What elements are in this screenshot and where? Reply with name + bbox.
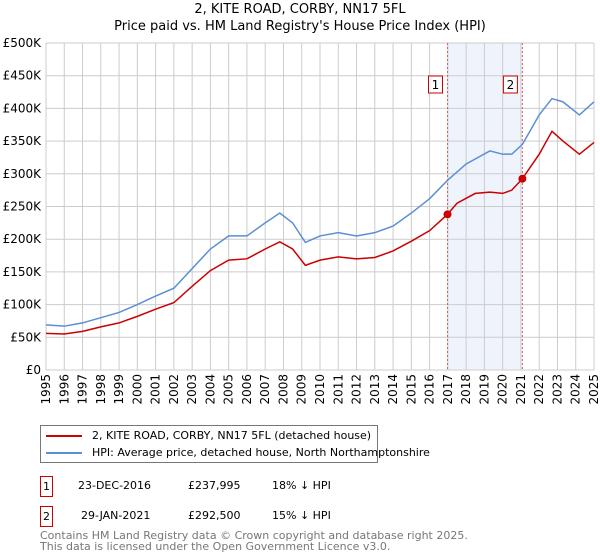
x-tick-label: 2004 [203,374,217,405]
x-tick-label: 2013 [368,374,382,405]
footer: Contains HM Land Registry data © Crown c… [40,530,468,552]
sale-label: 2 [507,78,515,92]
y-tick-label: £150K [3,265,43,279]
x-tick-label: 2011 [331,374,345,405]
y-tick-label: £0 [26,363,41,377]
sale-label-box [428,75,444,94]
x-tick-label: 2025 [587,374,600,405]
sale-label-box [502,75,518,94]
x-tick-label: 2006 [240,374,254,405]
x-tick-label: 2024 [569,374,583,405]
chart-subtitle: Price paid vs. HM Land Registry's House … [114,19,486,34]
x-tick-label: 1996 [57,374,71,405]
x-tick-label: 2007 [258,374,272,405]
property-price-line [45,130,595,335]
y-tick-label: £200K [3,232,43,246]
x-tick-label: 2010 [313,374,327,405]
x-tick-label: 2009 [295,374,309,405]
x-tick-label: 2012 [350,374,364,405]
sale-point [518,174,527,183]
legend-property: 2, KITE ROAD, CORBY, NN17 5FL (detached … [92,429,372,442]
hpi-line [45,97,595,327]
transaction-hpi: 18% ↓ HPI [272,479,331,492]
x-tick-label: 2000 [130,374,144,405]
transaction-badge: 2 [40,506,53,527]
x-tick-label: 2003 [185,374,199,405]
y-tick-label: £250K [3,200,43,214]
footer-line: Contains HM Land Registry data © Crown c… [40,529,468,542]
x-tick-label: 1995 [39,374,53,405]
footer-line: This data is licensed under the Open Gov… [40,540,391,553]
transaction-badge: 1 [40,476,53,497]
transaction-date: 23-DEC-2016 [78,479,152,492]
x-tick-label: 1998 [94,374,108,405]
x-tick-label: 2015 [404,374,418,405]
legend-red-line [46,434,82,437]
legend: 2, KITE ROAD, CORBY, NN17 5FL (detached … [40,425,430,463]
y-tick-label: £300K [3,167,43,181]
transaction-price: £237,995 [188,479,241,492]
transaction-price: £292,500 [188,509,241,522]
y-tick-label: £400K [3,101,43,115]
x-tick-label: 2019 [477,374,491,405]
x-tick-label: 2017 [441,374,455,405]
x-tick-label: 2022 [532,374,546,405]
y-tick-label: £100K [3,298,43,312]
chart-title: 2, KITE ROAD, CORBY, NN17 5FL [194,2,406,17]
transaction-hpi: 15% ↓ HPI [272,509,331,522]
x-tick-label: 2021 [514,374,528,405]
sale-point [443,210,452,219]
x-tick-label: 2014 [386,374,400,405]
y-tick-label: £350K [3,134,43,148]
y-tick-label: £50K [10,330,42,344]
price-chart: 1995 1996 1997 1998 1999 2000 2001 2002 2003 2004… [3,36,600,405]
sale-label: 1 [432,78,440,92]
x-tick-label: 2016 [423,374,437,405]
y-tick-label: £500K [3,36,43,50]
transaction-date: 29-JAN-2021 [81,509,151,522]
x-tick-label: 2023 [550,374,564,405]
legend-hpi: HPI: Average price, detached house, Nort… [92,446,430,459]
x-tick-label: 2020 [496,374,510,405]
x-tick-label: 2001 [149,374,163,405]
x-tick-label: 2002 [167,374,181,405]
legend-blue-line [46,451,82,454]
x-tick-label: 2005 [222,374,236,405]
y-tick-label: £450K [3,69,43,83]
x-tick-label: 1997 [76,374,90,405]
x-tick-label: 2018 [459,374,473,405]
x-tick-label: 2008 [276,374,290,405]
x-tick-label: 1999 [112,374,126,405]
